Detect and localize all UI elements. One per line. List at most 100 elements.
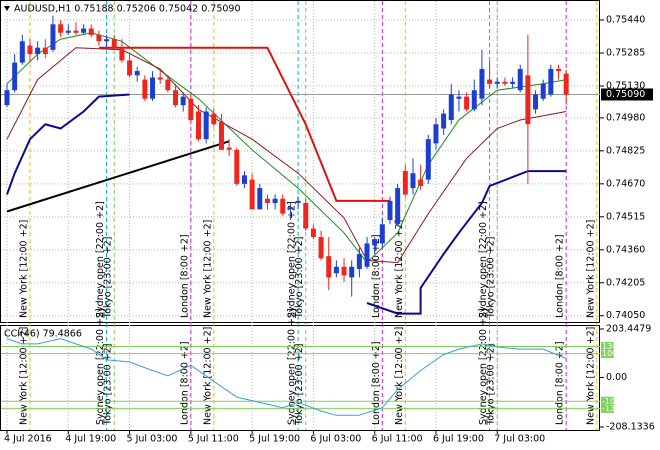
level-box bbox=[601, 403, 614, 413]
level-box bbox=[601, 349, 614, 359]
x-tick-label: 5 Jul 19:00 bbox=[249, 434, 300, 445]
candle-body bbox=[502, 81, 508, 84]
x-tick-label: 6 Jul 11:00 bbox=[372, 434, 423, 445]
y-tick-label: 0.74980 bbox=[606, 112, 645, 123]
session-label: Sydney open [22:00 +2] bbox=[287, 201, 298, 318]
menu-icon bbox=[4, 6, 10, 11]
session-label: London [8:00 +2] bbox=[555, 234, 566, 318]
session-label: Tokyo [23:00 +2] bbox=[294, 237, 305, 319]
candle-body bbox=[42, 47, 48, 55]
y-tick-label: 0.74515 bbox=[606, 211, 645, 222]
session-label: Tokyo [23:00 +2] bbox=[486, 237, 497, 319]
level-box bbox=[601, 396, 614, 406]
candle-body bbox=[487, 79, 493, 84]
candle-body bbox=[119, 47, 125, 61]
candle-body bbox=[364, 243, 370, 267]
session-label: New York [12:00 +2] bbox=[585, 220, 596, 318]
session-label: New York [12:00 +2] bbox=[585, 327, 596, 425]
session-label: Tokyo [23:00 +2] bbox=[486, 344, 497, 426]
candle-body bbox=[88, 28, 94, 35]
candle-body bbox=[249, 179, 255, 210]
indicator-line bbox=[366, 170, 567, 315]
y-tick-label: 0.74670 bbox=[606, 178, 645, 189]
candle-body bbox=[234, 149, 240, 184]
candle-body bbox=[188, 98, 194, 121]
candle-body bbox=[556, 68, 562, 72]
x-tick-label: 5 Jul 11:00 bbox=[188, 434, 239, 445]
candle-body bbox=[150, 77, 156, 99]
candle-body bbox=[157, 77, 163, 80]
candle-body bbox=[510, 81, 516, 84]
level-box bbox=[601, 341, 614, 351]
candle-body bbox=[264, 198, 270, 203]
candle-body bbox=[479, 68, 485, 99]
level-label: -100 bbox=[602, 397, 620, 406]
y-tick-label: 203.4479 bbox=[606, 324, 651, 335]
candle-body bbox=[295, 200, 301, 203]
candle-body bbox=[456, 96, 462, 99]
candle-body bbox=[310, 228, 316, 238]
indicator-line bbox=[6, 32, 567, 264]
candle-body bbox=[533, 94, 539, 110]
candle-body bbox=[448, 94, 454, 121]
candle-body bbox=[241, 175, 247, 184]
y-tick-label: 0.74050 bbox=[606, 310, 645, 321]
candle-body bbox=[203, 111, 209, 140]
candle-body bbox=[563, 73, 569, 95]
y-tick-label: -208.1336 bbox=[606, 422, 655, 433]
current-price-box bbox=[601, 88, 653, 101]
candle-body bbox=[525, 75, 531, 125]
candle-body bbox=[257, 188, 263, 210]
candle-body bbox=[548, 68, 554, 95]
candle-body bbox=[50, 24, 56, 50]
candle-body bbox=[517, 68, 523, 91]
candle-body bbox=[111, 39, 117, 48]
candle-body bbox=[387, 200, 393, 221]
y-tick-label: 0.75130 bbox=[606, 80, 645, 91]
candle-body bbox=[27, 45, 33, 55]
candle-body bbox=[303, 202, 309, 229]
session-label: Sydney open [22:00 +2] bbox=[287, 308, 298, 425]
candle-body bbox=[402, 171, 408, 195]
candle-body bbox=[196, 111, 201, 140]
candle-body bbox=[19, 41, 25, 63]
candle-body bbox=[540, 83, 546, 99]
candle-body bbox=[165, 79, 171, 91]
candle-body bbox=[73, 30, 79, 33]
candle-body bbox=[464, 96, 470, 110]
candle-body bbox=[372, 239, 378, 246]
y-tick-label: 0.75440 bbox=[606, 15, 645, 26]
candle-body bbox=[341, 266, 347, 276]
session-label: London [8:00 +2] bbox=[179, 234, 190, 318]
candle-body bbox=[326, 256, 332, 278]
x-tick-label: 6 Jul 19:00 bbox=[433, 434, 484, 445]
x-tick-label: 6 Jul 03:00 bbox=[310, 434, 361, 445]
current-price-label: 0.75090 bbox=[606, 89, 645, 100]
candle-body bbox=[280, 198, 286, 214]
level-label: 100 bbox=[602, 349, 617, 358]
candle-body bbox=[471, 90, 477, 110]
cci-pane bbox=[0, 325, 600, 431]
candle-body bbox=[494, 81, 500, 84]
session-label: London [8:00 +2] bbox=[555, 341, 566, 425]
candle-body bbox=[4, 90, 10, 106]
session-label: New York [12:00 +2] bbox=[18, 220, 29, 318]
level-label: -130 bbox=[602, 404, 620, 413]
y-tick-label: 0.75285 bbox=[606, 47, 645, 58]
level-label: 130 bbox=[602, 342, 617, 351]
session-label: Sydney open [22:00 +2] bbox=[95, 308, 106, 425]
candle-body bbox=[318, 237, 324, 259]
candle-body bbox=[104, 39, 110, 42]
indicator-line bbox=[6, 140, 230, 213]
y-tick-label: 0.00 bbox=[606, 372, 627, 383]
candle-body bbox=[226, 147, 232, 150]
session-label: New York [12:00 +2] bbox=[202, 220, 213, 318]
indicator-line bbox=[6, 47, 567, 264]
session-label: Sydney open [22:00 +2] bbox=[478, 308, 489, 425]
candle-body bbox=[418, 179, 424, 186]
candle-body bbox=[81, 28, 87, 33]
session-label: Sydney open [22:00 +2] bbox=[478, 201, 489, 318]
candle-body bbox=[218, 122, 224, 150]
